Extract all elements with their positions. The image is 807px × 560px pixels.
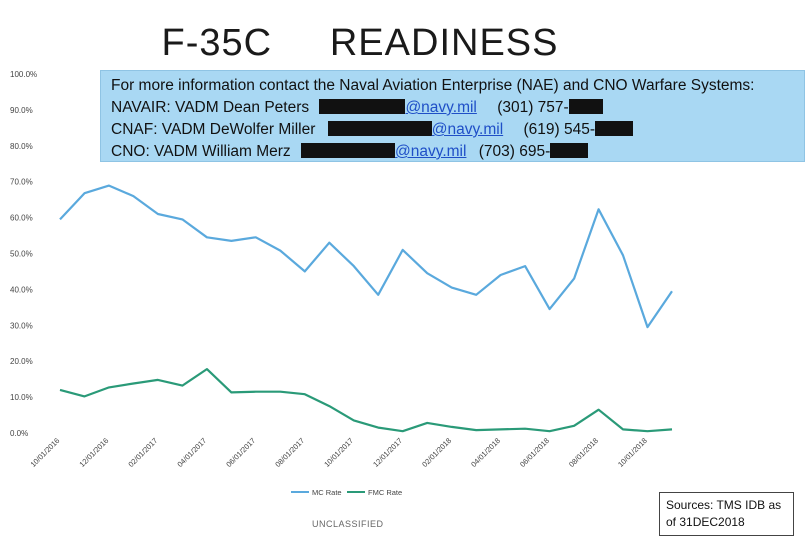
series-lines — [59, 184, 673, 433]
x-tick-label: 04/01/2017 — [175, 436, 208, 469]
redaction-block — [319, 99, 406, 114]
phone-number: (619) 545- — [523, 121, 595, 138]
y-tick-label: 100.0% — [10, 70, 37, 79]
contact-info-box: For more information contact the Naval A… — [100, 70, 805, 162]
series-line-mc-rate — [59, 184, 673, 329]
x-tick-label: 12/01/2016 — [77, 436, 110, 469]
chart-legend: MC Rate FMC Rate — [291, 488, 402, 497]
phone-number: (301) 757- — [497, 99, 569, 116]
x-tick-label: 10/01/2018 — [616, 436, 649, 469]
email-link[interactable]: @navy.mil — [395, 143, 467, 160]
sources-line: Sources: TMS IDB as — [666, 498, 782, 512]
y-tick-label: 60.0% — [10, 214, 33, 223]
x-tick-label: 04/01/2018 — [469, 436, 502, 469]
y-tick-label: 70.0% — [10, 178, 33, 187]
sources-line: of 31DEC2018 — [666, 515, 745, 529]
x-tick-label: 02/01/2017 — [126, 436, 159, 469]
y-tick-label: 80.0% — [10, 142, 33, 151]
x-tick-label: 06/01/2018 — [518, 436, 551, 469]
y-axis-ticks: 0.0% 10.0% 20.0% 30.0% 40.0% 50.0% 60.0% 70.0% 8… — [10, 70, 37, 438]
x-tick-label: 02/01/2018 — [420, 436, 453, 469]
x-tick-label: 10/01/2016 — [29, 436, 62, 469]
legend-label: FMC Rate — [368, 488, 402, 497]
email-link[interactable]: @navy.mil — [431, 121, 504, 138]
y-tick-label: 50.0% — [10, 250, 33, 259]
page-title: F-35C READINESS — [161, 22, 559, 64]
y-tick-label: 30.0% — [10, 321, 33, 330]
y-tick-label: 90.0% — [10, 106, 33, 115]
phone-number: (703) 695- — [478, 143, 551, 160]
contact-name: NAVAIR: VADM Dean Peters — [111, 99, 310, 116]
contact-name: CNAF: VADM DeWolfer Miller — [111, 121, 316, 138]
redaction-block — [301, 143, 395, 158]
x-tick-label: 08/01/2018 — [567, 436, 600, 469]
sources-note: Sources: TMS IDB as of 31DEC2018 — [659, 492, 794, 536]
email-link[interactable]: @navy.mil — [405, 99, 477, 116]
classification-marking: UNCLASSIFIED — [312, 519, 384, 529]
contact-intro: For more information contact the Naval A… — [111, 77, 755, 94]
contact-line-navair: NAVAIR: VADM Dean Peters @navy.mil (301)… — [111, 97, 804, 119]
x-tick-label: 10/01/2017 — [322, 436, 355, 469]
x-tick-label: 06/01/2017 — [224, 436, 257, 469]
legend-label: MC Rate — [312, 488, 342, 497]
contact-name: CNO: VADM William Merz — [111, 143, 291, 160]
y-tick-label: 0.0% — [10, 429, 28, 438]
redaction-block — [568, 99, 603, 114]
redaction-block — [550, 143, 589, 158]
redaction-block — [327, 121, 432, 136]
y-tick-label: 10.0% — [10, 393, 33, 402]
y-tick-label: 20.0% — [10, 357, 33, 366]
x-axis-ticks: 10/01/2016 12/01/2016 02/01/2017 04/01/2017… — [29, 436, 649, 469]
series-line-fmc-rate — [59, 368, 673, 433]
redaction-block — [594, 121, 633, 136]
x-tick-label: 08/01/2017 — [273, 436, 306, 469]
x-tick-label: 12/01/2017 — [371, 436, 404, 469]
y-tick-label: 40.0% — [10, 285, 33, 294]
contact-line-cnaf: CNAF: VADM DeWolfer Miller @navy.mil (61… — [111, 119, 804, 141]
contact-line-cno: CNO: VADM William Merz @navy.mil (703) 6… — [111, 141, 804, 163]
